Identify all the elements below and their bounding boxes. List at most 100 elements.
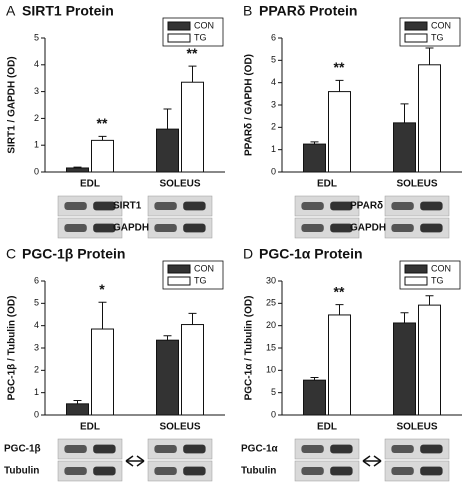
blot-lane: [154, 224, 177, 232]
y-tick-label: 5: [34, 32, 39, 42]
y-tick-label: 1: [271, 144, 276, 154]
panel-title: PPARδ Protein: [259, 3, 357, 19]
error-bar: [425, 47, 434, 65]
panel-title: SIRT1 Protein: [22, 3, 114, 19]
bar: [393, 322, 416, 416]
blot-lane: [93, 201, 116, 211]
x-tick-label: EDL: [80, 422, 100, 433]
blot-lane: [93, 466, 116, 476]
error-bar: [73, 399, 82, 404]
blot-lane: [301, 467, 324, 475]
y-axis-label: PGC-1β / Tubulin (OD): [7, 296, 18, 401]
panel-title: PGC-1α Protein: [259, 246, 363, 262]
blot-lane: [391, 224, 414, 232]
y-tick-label: 5: [34, 298, 39, 308]
bar: [66, 167, 89, 173]
blot-band: [147, 195, 213, 217]
bar: [393, 122, 416, 173]
error-bar: [400, 103, 409, 123]
y-tick-label: 0: [34, 409, 39, 419]
blot-lane: [64, 445, 87, 453]
error-bar: [73, 166, 82, 168]
error-bar: [335, 304, 344, 315]
bar: [181, 324, 204, 416]
bar: [181, 81, 204, 173]
x-tick-label: SOLEUS: [396, 422, 437, 433]
blot-lane: [154, 467, 177, 475]
y-tick-label: 15: [266, 342, 276, 352]
legend-label: TG: [194, 32, 207, 42]
legend-label: CON: [431, 20, 451, 30]
error-bar: [98, 135, 107, 141]
y-axis-label: PGC-1α / Tubulin (OD): [244, 296, 255, 401]
y-tick-label: 0: [271, 409, 276, 419]
blot-band: [384, 438, 450, 460]
blot-lane: [183, 466, 206, 476]
blot-lane: [330, 223, 353, 233]
y-tick-label: 3: [34, 86, 39, 96]
error-bar: [425, 295, 434, 306]
y-tick-label: 2: [34, 365, 39, 375]
significance-mark: *: [99, 281, 105, 297]
y-axis-label: PPARδ / GAPDH (OD): [244, 54, 255, 156]
panel-letter: D: [243, 246, 253, 262]
blot-lane: [330, 201, 353, 211]
blot-lane: [64, 202, 87, 210]
blot-label: GAPDH: [350, 223, 386, 234]
blot-band: [57, 217, 123, 239]
legend-swatch: [404, 33, 428, 43]
y-tick-label: 3: [271, 99, 276, 109]
error-bar: [188, 312, 197, 325]
y-tick-label: 4: [34, 320, 39, 330]
blot-lane: [154, 445, 177, 453]
legend-swatch: [404, 264, 428, 274]
y-tick-label: 3: [34, 342, 39, 352]
x-tick-label: EDL: [317, 422, 337, 433]
legend-swatch: [167, 264, 191, 274]
legend-swatch: [167, 33, 191, 43]
blot-lane: [330, 466, 353, 476]
y-tick-label: 0: [34, 166, 39, 176]
error-bar: [310, 376, 319, 381]
legend-label: CON: [431, 263, 451, 273]
blot-band: [294, 438, 360, 460]
panel-title: PGC-1β Protein: [22, 246, 125, 262]
error-bar: [98, 301, 107, 330]
y-tick-label: 4: [271, 77, 276, 87]
blot-lane: [64, 224, 87, 232]
legend-label: CON: [194, 20, 214, 30]
blot-label: GAPDH: [113, 223, 149, 234]
legend-swatch: [167, 276, 191, 286]
blot-band: [147, 460, 213, 482]
y-tick-label: 10: [266, 365, 276, 375]
legend-swatch: [404, 276, 428, 286]
blot-lane: [183, 223, 206, 233]
blot-lane: [154, 202, 177, 210]
blot-lane: [391, 467, 414, 475]
blot-lane: [391, 445, 414, 453]
y-tick-label: 1: [34, 387, 39, 397]
bar: [66, 403, 89, 416]
blot-band: [294, 195, 360, 217]
y-tick-label: 25: [266, 298, 276, 308]
blot-lane: [64, 467, 87, 475]
blot-band: [294, 217, 360, 239]
error-bar: [400, 312, 409, 323]
y-tick-label: 5: [271, 387, 276, 397]
bar: [328, 91, 351, 173]
bar: [91, 328, 114, 416]
panel-letter: B: [243, 3, 252, 19]
legend-label: TG: [431, 32, 444, 42]
y-axis-label: SIRT1 / GAPDH (OD): [7, 56, 18, 153]
blot-label: Tubulin: [241, 466, 276, 477]
blot-lane: [301, 202, 324, 210]
blot-lane: [420, 444, 443, 454]
bar: [156, 128, 179, 173]
bar: [156, 339, 179, 416]
blot-band: [57, 438, 123, 460]
y-tick-label: 2: [271, 122, 276, 132]
bar: [418, 304, 441, 416]
y-tick-label: 20: [266, 320, 276, 330]
arrow-head: [362, 455, 382, 467]
